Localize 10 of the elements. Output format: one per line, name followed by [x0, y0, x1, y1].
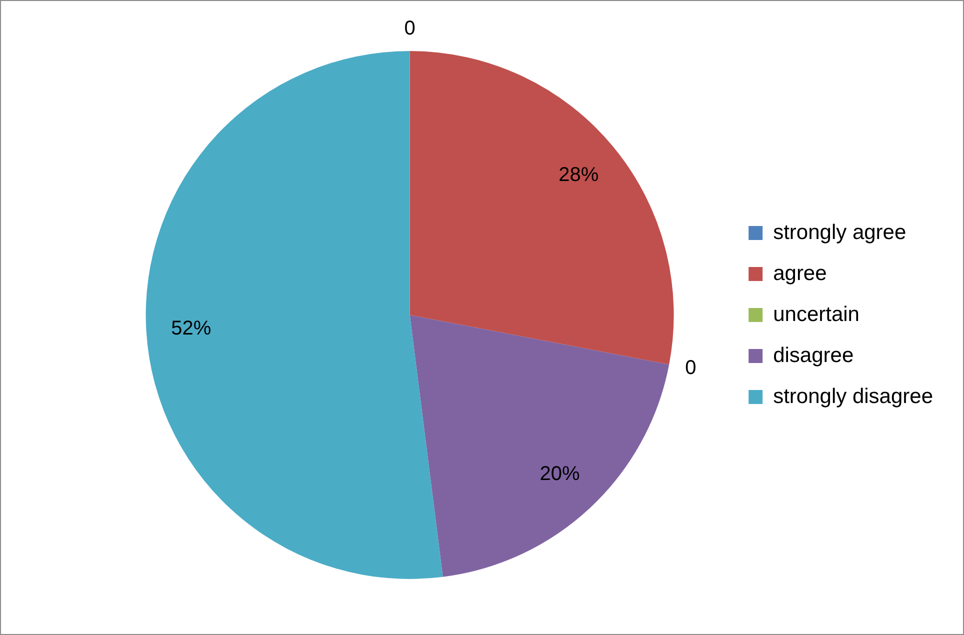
data-label: 20%	[540, 463, 580, 486]
legend-label: disagree	[773, 344, 854, 367]
text: 0	[404, 18, 416, 40]
text: 0	[685, 357, 696, 380]
legend-label: strongly disagree	[773, 384, 933, 408]
legend-label: uncertain	[773, 302, 860, 326]
data-label: 52%	[171, 317, 212, 340]
legend-label: agree	[773, 262, 827, 285]
legend-label: strongly agree	[773, 220, 906, 244]
data-label: 28%	[558, 164, 599, 186]
